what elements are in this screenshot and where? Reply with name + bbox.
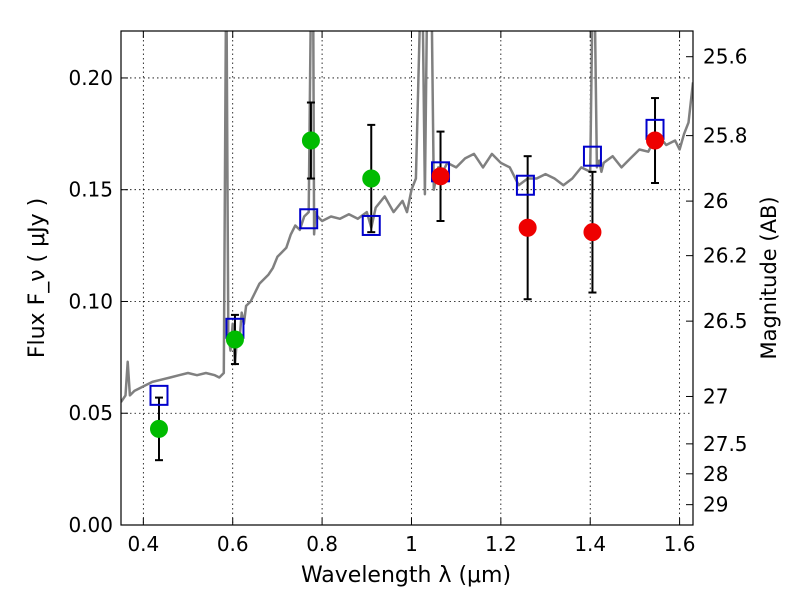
data-point [301,131,320,150]
x-axis-label: Wavelength λ (μm) [301,563,511,588]
x-tick-label: 0.6 [217,532,249,556]
model-point [515,174,535,196]
x-tick-label: 1.4 [574,532,606,556]
y2-axis-label: Magnitude (AB) [757,196,781,359]
data-point [225,330,244,349]
y-tick-label: 0.20 [68,66,113,90]
y-tick-label: 0.00 [68,513,113,537]
grid [121,31,693,525]
y2-tick-label: 26.5 [703,309,748,333]
data-point [149,419,168,438]
y-axis-label: Flux F_ν ( μJy ) [25,198,50,358]
y2-tick-label: 29 [703,493,728,517]
y2-tick-label: 27.5 [703,432,748,456]
y2-tick-label: 26.2 [703,244,748,268]
y-tick-label: 0.15 [68,178,113,202]
ticks: 0.4 0.6 0.8 1 1.2 1.4 1.6 0.00 0.05 0.10 0.15 0.20 2… [68,31,748,556]
plot-frame [120,30,694,526]
y-tick-label: 0.10 [68,289,113,313]
y2-tick-label: 25.8 [703,124,748,148]
data-point [646,131,665,150]
x-tick-label: 0.4 [127,532,159,556]
data-point [518,218,537,237]
x-tick-label: 1.6 [664,532,696,556]
model-point [149,384,169,406]
plot-area [121,31,693,403]
data-point [362,169,381,188]
spectrum-line [121,31,693,403]
x-tick-label: 0.8 [306,532,338,556]
error-bars [149,97,665,462]
x-tick-label: 1.2 [485,532,517,556]
model-point [582,145,602,167]
y-tick-label: 0.05 [68,401,113,425]
y2-tick-label: 26 [703,189,728,213]
y2-tick-label: 28 [703,462,728,486]
x-tick-label: 1 [405,532,418,556]
model-point [361,214,381,236]
y2-tick-label: 25.6 [703,45,748,69]
model-point [299,208,319,230]
data-point [431,167,450,186]
y2-tick-label: 27 [703,384,728,408]
data-point [583,223,602,242]
